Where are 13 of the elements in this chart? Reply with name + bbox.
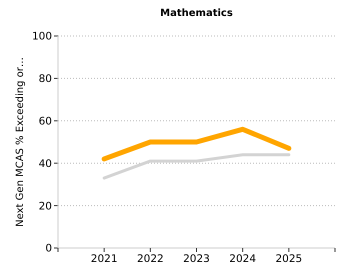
- y-tick-label: 100: [32, 30, 52, 43]
- y-tick-label: 20: [38, 200, 52, 212]
- y-tick-label: 0: [45, 242, 52, 255]
- x-tick-label: 2025: [275, 253, 302, 265]
- x-tick-label: 2024: [229, 253, 256, 265]
- y-tick-label: 60: [38, 115, 52, 128]
- x-tick-label: 2021: [90, 253, 118, 265]
- chart-title: Mathematics: [160, 8, 233, 19]
- x-tick-label: 2022: [136, 253, 164, 265]
- x-tick-label: 2023: [183, 253, 210, 265]
- y-axis-title: Next Gen MCAS % Exceeding or…: [15, 57, 26, 227]
- y-tick-label: 80: [38, 73, 52, 86]
- y-tick-label: 40: [38, 158, 52, 170]
